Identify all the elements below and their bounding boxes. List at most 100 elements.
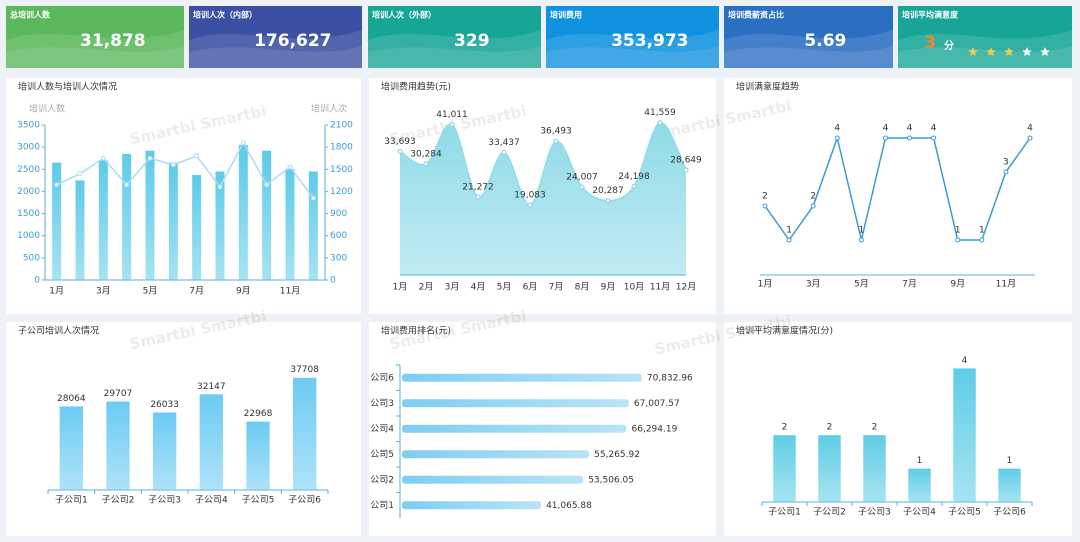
bar: [238, 144, 248, 280]
value-label: 37708: [290, 365, 319, 375]
line-point: [100, 155, 106, 161]
x-tick-label: 1月: [393, 282, 408, 293]
bar: [192, 175, 202, 280]
rating-star: [1022, 47, 1032, 56]
kpi-wave: [546, 30, 719, 68]
line-point: [955, 237, 961, 243]
y2-tick-label: 0: [330, 276, 336, 286]
value-label: 22968: [244, 409, 273, 419]
value-label: 26033: [150, 400, 179, 410]
value-label: 4: [907, 124, 913, 134]
bar: [402, 475, 584, 484]
kpi-wave: [724, 30, 893, 68]
value-label: 19,083: [514, 191, 546, 201]
point: [657, 120, 663, 126]
x-tick-label: 11月: [280, 286, 300, 297]
line-point: [1027, 135, 1033, 141]
bar: [908, 468, 931, 502]
x-tick-label: 2月: [419, 282, 434, 293]
y-tick-label: 3000: [17, 143, 40, 153]
y-tick-label: 1500: [17, 209, 40, 219]
bar: [246, 421, 270, 490]
y-tick-label: 3500: [17, 121, 40, 131]
value-label: 21,272: [462, 183, 494, 193]
bar: [98, 160, 108, 280]
kpi-wave: [898, 30, 1072, 68]
bar: [168, 162, 178, 280]
x-tick-label: 子公司2: [813, 507, 846, 518]
kpi-card: [368, 6, 541, 68]
point: [683, 167, 689, 173]
y-tick-label: 0: [34, 276, 40, 286]
x-tick-label: 子公司4: [195, 495, 228, 506]
bar: [285, 169, 295, 280]
x-tick-label: 子公司3: [858, 507, 891, 518]
line-point: [979, 237, 985, 243]
bar: [402, 450, 590, 459]
kpi-label: 培训人次（外部）: [372, 10, 436, 20]
kpi-value: 353,973: [611, 31, 688, 51]
y-tick-label: 2500: [17, 165, 40, 175]
kpi-label: 培训费薪资占比: [728, 10, 784, 20]
kpi-value: 329: [454, 31, 490, 51]
bar: [402, 373, 642, 382]
kpi-label: 总培训人数: [10, 10, 51, 20]
y2-tick-label: 600: [330, 231, 347, 241]
point: [579, 184, 585, 190]
bar: [145, 150, 155, 280]
kpi-card: [6, 6, 184, 68]
value-label: 30,284: [410, 149, 442, 159]
bar: [153, 412, 177, 490]
value-label: 32147: [197, 382, 226, 392]
y2-axis-label: 培训人次: [311, 103, 347, 115]
rating-star: [968, 47, 978, 56]
bar: [402, 399, 629, 408]
value-label: 33,437: [488, 138, 520, 148]
chart-title: 培训费用排名(元): [381, 325, 451, 337]
line-point: [54, 182, 60, 188]
y2-tick-label: 300: [330, 253, 347, 263]
bar: [998, 468, 1021, 502]
point: [449, 122, 455, 128]
line-point: [264, 182, 270, 188]
rating-star: [1004, 47, 1014, 56]
value-label: 66,294.19: [632, 424, 678, 434]
bar: [215, 171, 225, 280]
y-tick-label: 500: [23, 253, 40, 263]
bar: [262, 150, 272, 280]
line-point: [931, 135, 937, 141]
x-tick-label: 3月: [445, 282, 460, 293]
x-tick-label: 子公司5: [242, 495, 275, 506]
point: [423, 161, 429, 167]
x-tick-label: 5月: [497, 282, 512, 293]
value-label: 4: [931, 124, 937, 134]
bar: [402, 501, 542, 510]
value-label: 1: [786, 226, 792, 236]
x-tick-label: 10月: [624, 282, 644, 293]
bar: [106, 401, 130, 490]
chart-title: 培训人数与培训人次情况: [18, 81, 117, 93]
value-label: 2: [827, 423, 833, 433]
y2-tick-label: 900: [330, 209, 347, 219]
bar: [52, 162, 62, 280]
bar: [402, 424, 627, 433]
bar: [59, 406, 83, 490]
y-tick-label: 公司1: [370, 500, 394, 511]
kpi-wave: [368, 30, 541, 68]
value-label: 3: [1003, 158, 1009, 168]
x-tick-label: 6月: [523, 282, 538, 293]
line-point: [907, 135, 913, 141]
line-point: [170, 162, 176, 168]
bar: [199, 394, 223, 490]
x-tick-label: 3月: [96, 286, 111, 297]
y-tick-label: 公司6: [370, 372, 394, 383]
x-tick-label: 12月: [676, 282, 696, 293]
y-tick-label: 公司4: [370, 423, 394, 434]
value-label: 28064: [57, 394, 86, 404]
chart-title: 培训满意度趋势: [736, 81, 799, 93]
value-label: 4: [962, 356, 968, 366]
line-point: [762, 203, 768, 209]
line-point: [217, 184, 223, 190]
y-axis-label: 培训人数: [29, 103, 65, 115]
kpi-wave: [189, 30, 362, 68]
